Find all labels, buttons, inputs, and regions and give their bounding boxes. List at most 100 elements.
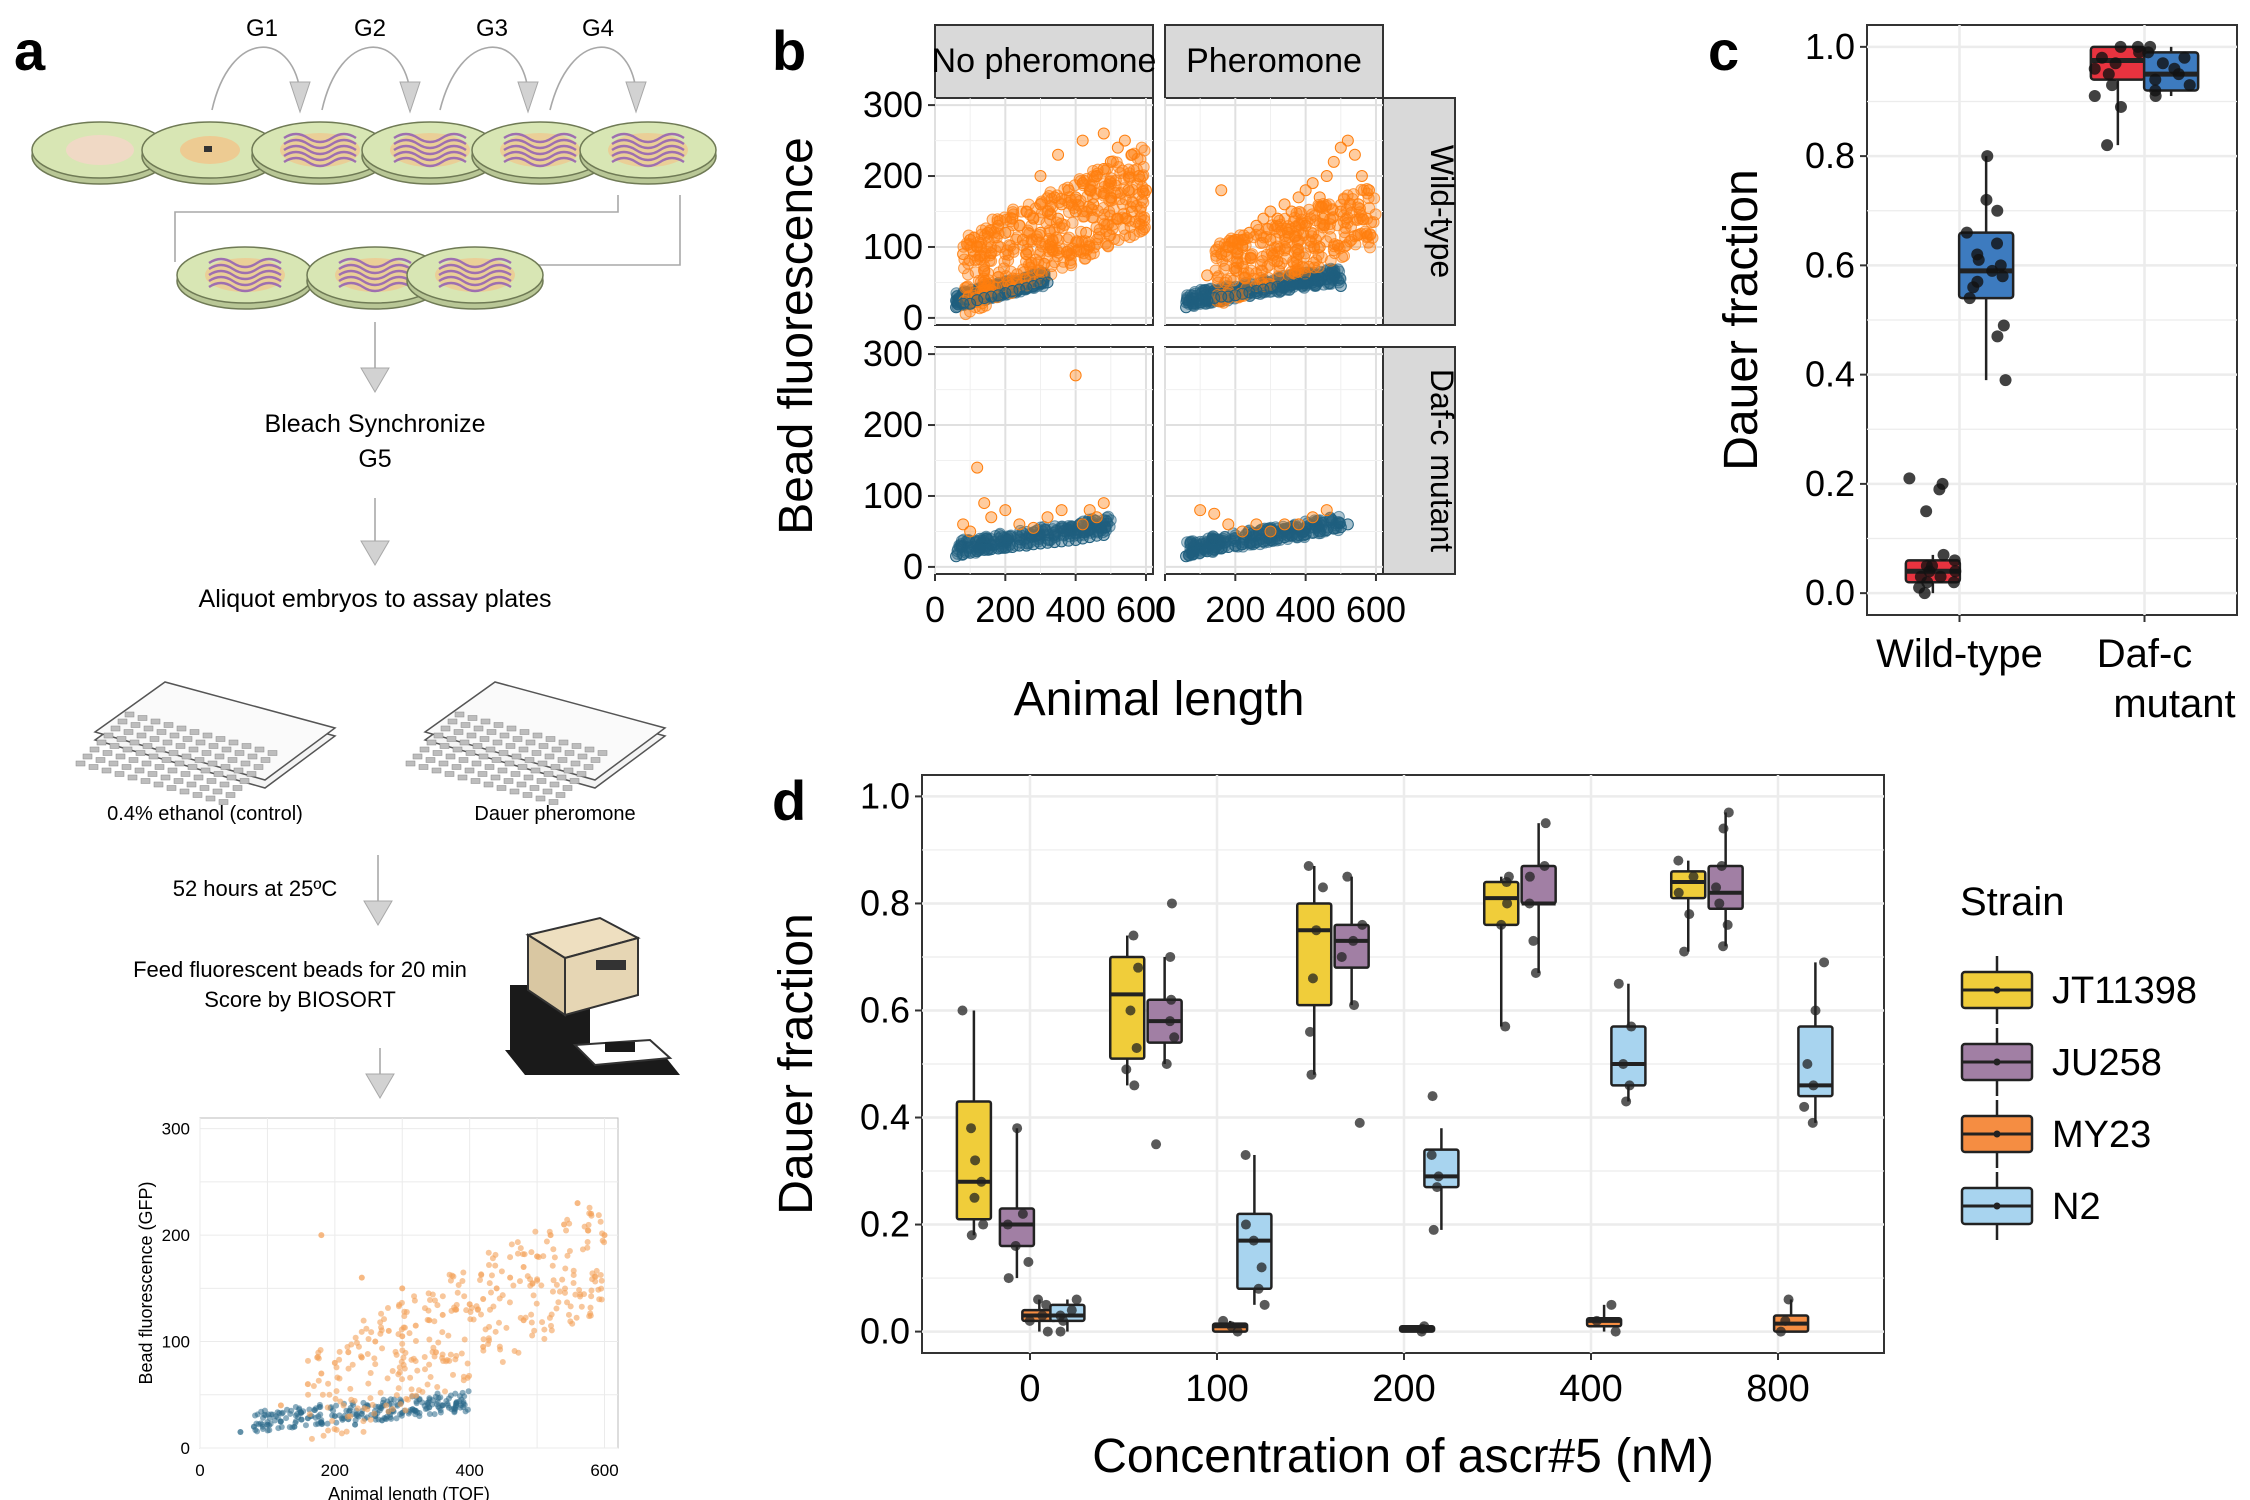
well	[584, 746, 595, 753]
point-low	[1327, 270, 1340, 283]
point-high	[1040, 217, 1053, 230]
inset-point-low	[409, 1406, 416, 1413]
point-high	[1017, 263, 1030, 276]
inset-point-high	[466, 1372, 473, 1379]
inset-point-high	[531, 1327, 538, 1334]
data-point	[1626, 1021, 1637, 1032]
well	[128, 757, 139, 763]
inset-point-high	[497, 1346, 504, 1353]
well	[102, 750, 113, 756]
well	[160, 774, 171, 781]
arrow-head	[363, 900, 393, 926]
point-high	[971, 240, 984, 253]
worm-dot-icon	[204, 146, 212, 152]
data-point	[1981, 150, 1994, 163]
inset-point-high	[372, 1338, 379, 1345]
well	[477, 771, 488, 777]
point-high	[985, 511, 998, 524]
point-high	[1299, 219, 1312, 232]
inset-point-high	[431, 1353, 438, 1360]
inset-point-high	[503, 1324, 510, 1331]
inset-point-high	[343, 1428, 350, 1435]
well	[213, 771, 224, 777]
point-high	[1132, 188, 1145, 201]
facet-row-label-0: Wild-type	[1424, 145, 1460, 278]
data-point	[1428, 1224, 1439, 1235]
y-tick-label: 300	[863, 84, 923, 125]
box-N2	[1610, 1025, 1647, 1087]
point-high	[1264, 233, 1277, 246]
inset-point-high	[354, 1405, 361, 1412]
inset-point-high	[549, 1262, 556, 1269]
inset-point-low	[375, 1403, 382, 1410]
inset-point-high	[595, 1286, 602, 1293]
data-point	[1129, 1080, 1140, 1091]
generation-arrowheads	[289, 81, 647, 114]
point-high	[1074, 245, 1087, 258]
well	[504, 760, 515, 767]
data-point	[1991, 237, 2004, 250]
legend-dot	[1993, 1202, 2001, 1210]
x-tick-label: 200	[975, 589, 1035, 630]
legend-label: N2	[2052, 1186, 2101, 1228]
x-tick-label: 100	[1185, 1368, 1248, 1410]
inset-point-high	[517, 1245, 524, 1252]
x-tick-label: 600	[1346, 589, 1406, 630]
data-point	[1718, 823, 1729, 834]
point-low	[950, 301, 963, 314]
inset-point-high	[336, 1348, 343, 1355]
point-low	[999, 287, 1012, 300]
inset-point-high	[597, 1271, 604, 1278]
well	[75, 760, 86, 767]
data-point	[1819, 957, 1830, 968]
well	[82, 753, 93, 760]
plate-gen-1	[251, 121, 389, 185]
data-point	[2149, 84, 2162, 97]
point-high	[1313, 240, 1326, 253]
point-high	[1250, 518, 1263, 531]
x-tick-label: 200	[1205, 589, 1265, 630]
inset-point-high	[540, 1253, 547, 1260]
inset-point-high	[534, 1276, 541, 1283]
point-high	[1209, 245, 1222, 258]
data-point	[1151, 1139, 1162, 1150]
well	[154, 764, 165, 770]
point-low	[1194, 296, 1207, 309]
point-high	[1224, 272, 1237, 285]
inset-point-high	[532, 1228, 539, 1235]
point-high	[999, 226, 1012, 239]
inset-point-high	[377, 1330, 384, 1337]
inset-point-high	[598, 1277, 605, 1284]
inset-point-low	[422, 1405, 429, 1412]
inset-point-high	[324, 1404, 331, 1411]
well	[576, 771, 587, 777]
data-point	[976, 1176, 987, 1187]
data-point	[1530, 968, 1541, 979]
well	[156, 729, 167, 735]
point-high	[1087, 198, 1100, 211]
well	[419, 746, 430, 753]
y-axis-label: Bead fluorescence	[770, 137, 823, 535]
inset-point-low	[289, 1424, 296, 1431]
data-point	[1610, 1326, 1621, 1337]
point-low	[1041, 276, 1054, 289]
x-tick-label: 800	[1746, 1368, 1809, 1410]
point-high	[1034, 170, 1047, 183]
point-high	[1306, 177, 1319, 190]
inset-point-high	[395, 1385, 402, 1392]
data-point	[1317, 882, 1328, 893]
data-point	[1496, 919, 1507, 930]
point-high	[1076, 518, 1089, 531]
data-point	[1354, 1117, 1365, 1128]
inset-point-high	[563, 1227, 570, 1234]
flow-arrows	[360, 322, 395, 1099]
worm-icon	[438, 275, 512, 287]
inset-point-high	[318, 1232, 325, 1239]
worm-icon	[208, 269, 282, 281]
well	[454, 711, 465, 718]
point-high	[1256, 265, 1269, 278]
inset-point-high	[406, 1330, 413, 1337]
inset-point-high	[478, 1311, 485, 1318]
inset-point-high	[358, 1328, 365, 1335]
step-bleach-line1: Bleach Synchronize	[265, 410, 486, 438]
